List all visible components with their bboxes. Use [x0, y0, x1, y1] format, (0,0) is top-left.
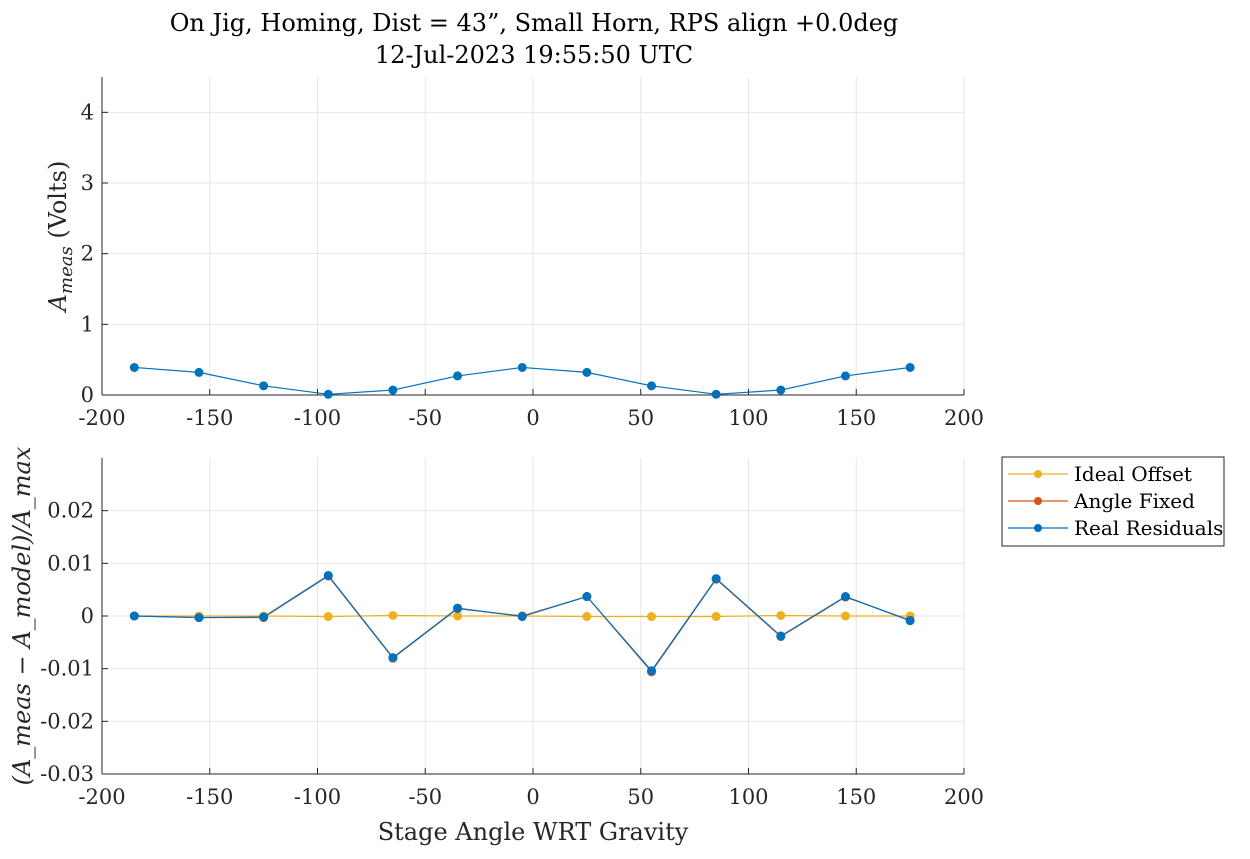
x-tick-label: -100 [294, 406, 341, 430]
x-tick-label: 150 [836, 785, 876, 809]
x-tick-label: 100 [728, 406, 768, 430]
data-point [259, 612, 269, 622]
legend-marker [1034, 497, 1042, 505]
x-tick-label: -50 [408, 785, 442, 809]
x-tick-label: -150 [186, 406, 233, 430]
y-axis-label-rest: (Volts) [44, 161, 72, 247]
y-tick-label: 2 [81, 242, 94, 266]
y-axis-label: (A_meas − A_model)/A_max [8, 446, 36, 785]
y-tick-label: -0.02 [40, 709, 94, 733]
x-tick-label: 100 [728, 785, 768, 809]
top-axes: -200 -150 -100 -50 0 50 100 150 200 0 1 2 3 4 Ameas (V… [44, 77, 984, 430]
x-tick-label: -100 [294, 785, 341, 809]
x-tick-label: 0 [526, 785, 539, 809]
data-point [517, 362, 527, 372]
data-point [840, 371, 850, 381]
data-point [582, 367, 592, 377]
legend: Ideal Offset Angle Fixed Real Residuals [1001, 456, 1225, 547]
data-point [647, 612, 657, 622]
data-point [323, 570, 333, 580]
data-point [194, 367, 204, 377]
y-axis-label: Ameas (Volts) [44, 161, 77, 314]
y-tick-label: 3 [81, 171, 94, 195]
legend-label: Angle Fixed [1073, 489, 1195, 513]
figure-title-line2: 12-Jul-2023 19:55:50 UTC [375, 41, 693, 69]
data-point [388, 610, 398, 620]
data-point [194, 613, 204, 623]
x-axis-label: Stage Angle WRT Gravity [378, 818, 689, 846]
data-point [323, 389, 333, 399]
legend-marker [1034, 470, 1042, 478]
x-tick-label: -50 [408, 406, 442, 430]
data-point [453, 611, 463, 621]
legend-label: Ideal Offset [1074, 462, 1192, 486]
y-tick-label: 0 [81, 383, 94, 407]
x-tick-label: 50 [627, 785, 654, 809]
y-tick-label: 0 [81, 604, 94, 628]
y-axis-label-main: A [44, 294, 72, 313]
data-point [453, 603, 463, 613]
data-point [711, 574, 721, 584]
figure-title-line1: On Jig, Homing, Dist = 43”, Small Horn, … [170, 9, 899, 37]
legend-marker [1034, 524, 1042, 532]
data-point [129, 362, 139, 372]
data-point [453, 371, 463, 381]
x-tick-label: -200 [78, 406, 125, 430]
legend-label: Real Residuals [1074, 516, 1223, 540]
x-tick-label: -150 [186, 785, 233, 809]
data-point [776, 610, 786, 620]
data-point [776, 385, 786, 395]
data-point [388, 653, 398, 663]
bottom-axes: -200 -150 -100 -50 0 50 100 150 200 -0.03 -0.02 -0.… [8, 446, 984, 846]
data-point [517, 612, 527, 622]
data-point [647, 381, 657, 391]
y-tick-label: 0.02 [47, 499, 94, 523]
data-point [388, 385, 398, 395]
data-point [776, 631, 786, 641]
y-tick-label: -0.01 [40, 657, 94, 681]
x-tick-label: 200 [944, 406, 984, 430]
series-line [134, 574, 911, 672]
data-point [840, 611, 850, 621]
data-point [840, 592, 850, 602]
y-axis-label-sub: meas [56, 246, 77, 294]
data-point [905, 362, 915, 372]
x-tick-label: -200 [78, 785, 125, 809]
data-point [711, 389, 721, 399]
y-tick-label: 1 [81, 312, 94, 336]
x-tick-label: 150 [836, 406, 876, 430]
data-point [259, 381, 269, 391]
y-tick-label: 0.01 [47, 551, 94, 575]
series-line [134, 575, 911, 673]
data-point [582, 612, 592, 622]
y-tick-label: -0.03 [40, 762, 94, 786]
x-tick-label: 200 [944, 785, 984, 809]
x-tick-label: 50 [627, 406, 654, 430]
data-point [129, 611, 139, 621]
x-tick-label: 0 [526, 406, 539, 430]
y-tick-label: 4 [81, 100, 94, 124]
data-point [905, 616, 915, 626]
data-point [647, 666, 657, 676]
data-point [582, 592, 592, 602]
data-point [711, 612, 721, 622]
data-point [323, 612, 333, 622]
